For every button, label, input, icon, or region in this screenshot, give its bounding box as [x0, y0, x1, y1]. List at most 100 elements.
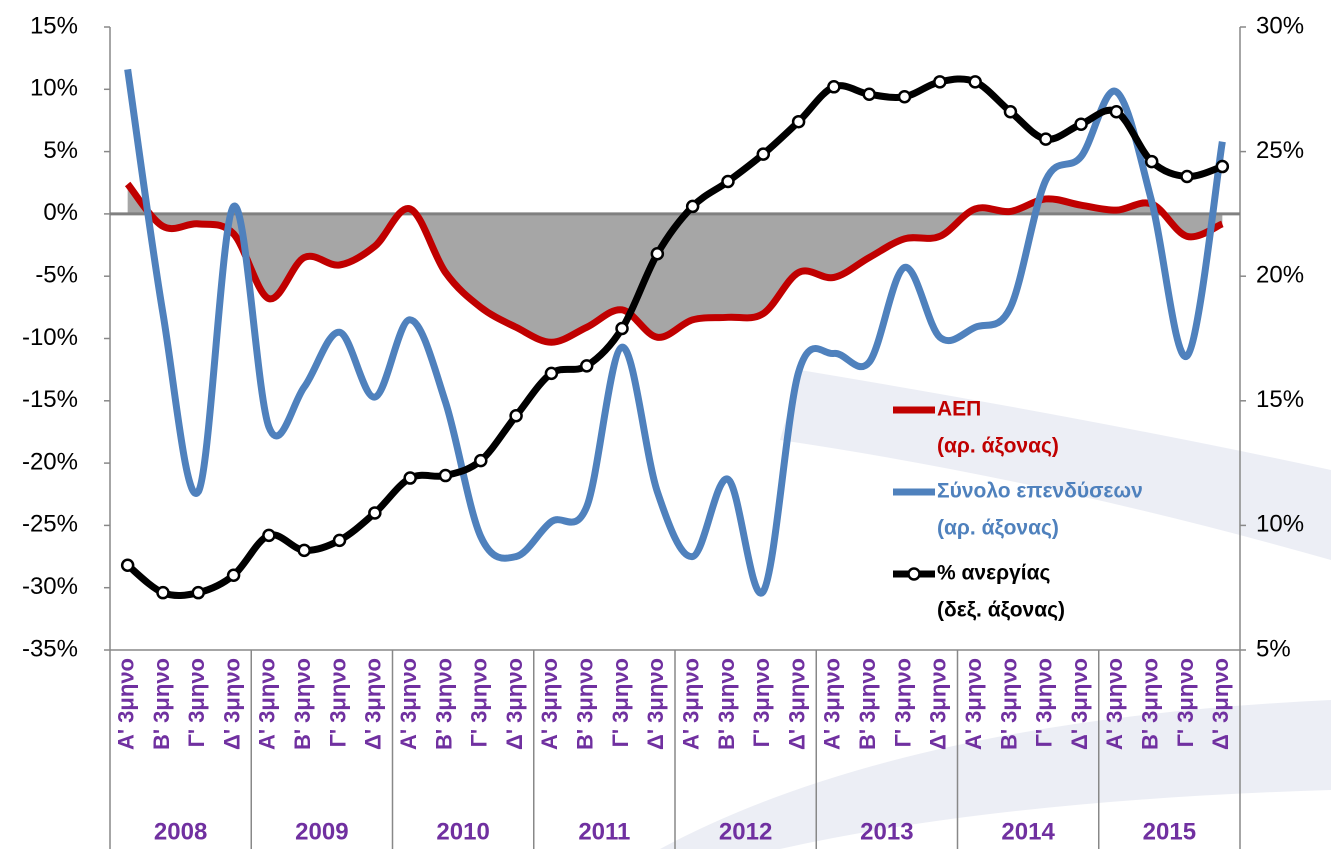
marker [156, 585, 170, 600]
y2-tick-label: 15% [1256, 386, 1304, 413]
marker [332, 533, 347, 548]
x-tick-label: Β' 3μηνο [573, 658, 598, 750]
marker [1003, 104, 1018, 119]
y2-tick-label: 30% [1256, 12, 1304, 39]
y2-tick-label: 25% [1256, 137, 1304, 164]
x-tick-label: Β' 3μηνο [290, 658, 315, 750]
x-tick-label: Δ' 3μηνο [784, 658, 809, 750]
marker [756, 147, 771, 161]
marker [1180, 169, 1194, 184]
year-label: 2008 [154, 818, 207, 845]
legend-note: (δεξ. άξονας) [937, 599, 1065, 622]
year-label: 2012 [719, 818, 772, 845]
y2-tick-label: 20% [1256, 262, 1304, 289]
x-tick-label: Β' 3μηνο [996, 658, 1021, 750]
x-tick-label: Β' 3μηνο [1138, 658, 1163, 750]
marker [1215, 159, 1230, 174]
background-swoosh [780, 370, 1331, 560]
x-tick-label: Γ' 3μηνο [325, 658, 350, 747]
marker [120, 558, 135, 573]
legend-label: % ανεργίας [937, 562, 1050, 585]
x-tick-label: Α' 3μηνο [820, 658, 845, 750]
marker [438, 468, 453, 483]
legend-marker [907, 567, 921, 581]
legend-label: Σύνολο επενδύσεων [937, 480, 1143, 503]
x-tick-label: Α' 3μηνο [537, 658, 562, 750]
y2-tick-label: 10% [1256, 511, 1304, 538]
x-tick-label: Δ' 3μηνο [502, 658, 527, 750]
y-tick-label: -30% [22, 573, 78, 600]
legend-label: ΑΕΠ [937, 398, 981, 421]
marker [368, 506, 382, 520]
year-label: 2011 [578, 818, 630, 845]
x-tick-label: Δ' 3μηνο [1067, 658, 1092, 750]
x-tick-label: Δ' 3μηνο [361, 658, 386, 750]
x-tick-label: Γ' 3μηνο [1032, 658, 1057, 747]
marker [509, 409, 523, 423]
x-tick-label: Δ' 3μηνο [643, 658, 668, 750]
year-label: 2013 [860, 818, 913, 845]
marker [862, 87, 876, 102]
marker [191, 585, 206, 600]
year-label: 2014 [1001, 818, 1055, 845]
x-tick-label: Β' 3μηνο [855, 658, 880, 750]
y-tick-label: -25% [22, 511, 78, 538]
y-tick-label: 10% [30, 75, 78, 102]
marker [968, 75, 982, 89]
marker [791, 114, 806, 129]
x-tick-label: Α' 3μηνο [678, 658, 703, 750]
x-tick-label: Γ' 3μηνο [1173, 658, 1198, 747]
marker [403, 471, 417, 485]
year-label: 2009 [295, 818, 348, 845]
x-tick-label: Α' 3μηνο [255, 658, 280, 750]
x-tick-label: Γ' 3μηνο [749, 658, 774, 747]
marker [721, 174, 735, 189]
marker [827, 80, 841, 94]
x-tick-label: Α' 3μηνο [961, 658, 986, 750]
marker [474, 453, 488, 468]
y-tick-label: -10% [22, 324, 78, 351]
year-label: 2015 [1143, 818, 1196, 845]
y-tick-label: 0% [43, 199, 78, 226]
series-line [124, 68, 1226, 597]
x-tick-label: Γ' 3μηνο [608, 658, 633, 747]
marker [297, 543, 311, 558]
marker [226, 568, 241, 582]
marker [897, 90, 912, 104]
year-label: 2010 [436, 818, 489, 845]
y-tick-label: 15% [30, 12, 78, 39]
marker [1039, 132, 1053, 146]
marker [544, 366, 559, 381]
marker [1074, 117, 1088, 131]
background-swoosh [660, 700, 1331, 849]
legend-note: (αρ. άξονας) [937, 517, 1059, 540]
x-tick-label: Α' 3μηνο [113, 658, 138, 750]
x-tick-label: Α' 3μηνο [396, 658, 421, 750]
y-tick-label: -20% [22, 448, 78, 475]
x-tick-label: Β' 3μηνο [431, 658, 456, 750]
x-tick-label: Γ' 3μηνο [467, 658, 492, 747]
legend-note: (αρ. άξονας) [937, 435, 1059, 458]
x-tick-label: Γ' 3μηνο [184, 658, 209, 747]
y-tick-label: -5% [35, 262, 78, 289]
marker [933, 75, 947, 89]
x-tick-label: Δ' 3μηνο [926, 658, 951, 750]
x-tick-label: Γ' 3μηνο [890, 658, 915, 747]
marker [262, 528, 276, 543]
marker [1144, 154, 1159, 169]
marker [579, 359, 594, 373]
x-tick-label: Δ' 3μηνο [219, 658, 244, 750]
x-tick-label: Δ' 3μηνο [1208, 658, 1233, 750]
x-tick-label: Β' 3μηνο [714, 658, 739, 750]
marker [685, 199, 700, 214]
y2-tick-label: 5% [1256, 635, 1291, 662]
x-tick-label: Β' 3μηνο [149, 658, 174, 750]
gdp-area [127, 183, 1223, 343]
y-tick-label: 5% [43, 137, 78, 164]
y-tick-label: -15% [22, 386, 78, 413]
y-tick-label: -35% [22, 635, 78, 662]
x-tick-label: Α' 3μηνο [1102, 658, 1127, 750]
marker [1109, 104, 1124, 119]
marker [615, 321, 629, 336]
